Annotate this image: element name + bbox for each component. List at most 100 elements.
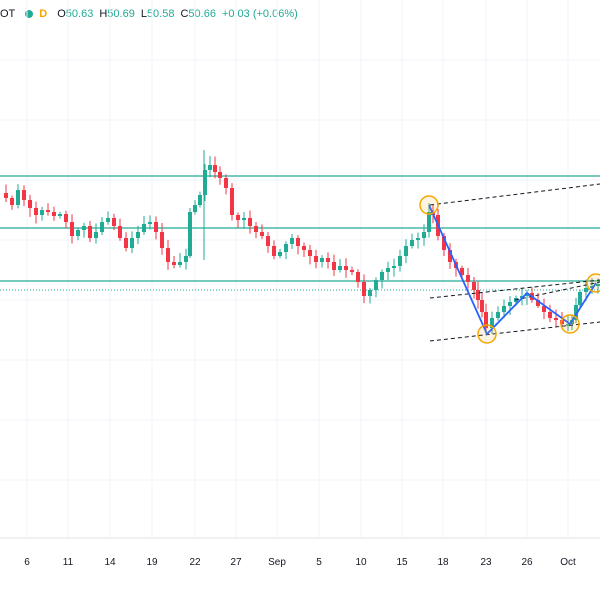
change-value: +0.03 (+0.06%) <box>221 8 298 20</box>
low-value: 50.58 <box>146 8 175 20</box>
candle-body <box>118 226 122 238</box>
candle-body <box>302 246 306 250</box>
candle-body <box>326 258 330 262</box>
candle-body <box>350 270 354 272</box>
candle-body <box>10 198 14 205</box>
channel-dashed-line <box>429 321 600 342</box>
candle-body <box>218 172 222 178</box>
candle-body <box>332 262 336 270</box>
candle-body <box>290 238 294 244</box>
candle-body <box>422 232 426 238</box>
x-tick-label: Sep <box>268 557 286 568</box>
candle-body <box>154 222 158 232</box>
candle-body <box>496 312 500 318</box>
candle-body <box>178 262 182 265</box>
candle-body <box>242 218 246 220</box>
x-tick-label: 14 <box>104 557 116 568</box>
candle-body <box>130 238 134 248</box>
candle-body <box>58 214 62 216</box>
candle-body <box>166 248 170 262</box>
candle-body <box>374 280 378 290</box>
candle-body <box>404 246 408 256</box>
candle-body <box>584 288 588 292</box>
x-tick-label: 19 <box>146 557 158 568</box>
candle-body <box>314 256 318 262</box>
candle-body <box>386 268 390 272</box>
channel-dashed-line <box>429 279 600 299</box>
candle-body <box>460 268 464 275</box>
candle-body <box>308 250 312 256</box>
candle-body <box>112 218 116 226</box>
low-key: L <box>140 8 147 20</box>
candle-body <box>416 238 420 240</box>
candle-body <box>254 226 258 232</box>
candle-body <box>248 218 252 226</box>
symbol-label: OT <box>0 8 16 20</box>
candle-body <box>40 210 44 215</box>
x-tick-label: 15 <box>396 557 408 568</box>
candle-body <box>472 282 476 290</box>
candle-body <box>278 252 282 256</box>
candle-body <box>380 272 384 280</box>
candle-body <box>213 165 217 172</box>
candle-body <box>542 306 546 312</box>
candle-body <box>560 320 564 324</box>
candle-body <box>224 178 228 188</box>
x-tick-label: 10 <box>355 557 367 568</box>
candle-body <box>362 282 366 296</box>
candle-body <box>484 312 488 328</box>
candle-body <box>284 244 288 252</box>
x-tick-label: 23 <box>480 557 492 568</box>
candle-body <box>338 266 342 270</box>
candle-body <box>230 188 234 215</box>
x-tick-label: 27 <box>230 557 242 568</box>
x-tick-label: 22 <box>189 557 201 568</box>
pivot-circle-marker <box>560 314 580 334</box>
candle-body <box>398 256 402 266</box>
candle-body <box>188 212 192 256</box>
candle-body <box>82 226 86 230</box>
candle-body <box>578 292 582 305</box>
candle-body <box>260 232 264 236</box>
candle-body <box>490 318 494 328</box>
candle-body <box>142 224 146 232</box>
candle-body <box>124 238 128 248</box>
x-tick-label: 26 <box>521 557 533 568</box>
candle-body <box>193 205 197 212</box>
candle-body <box>502 306 506 312</box>
candle-body <box>590 286 594 288</box>
candle-body <box>160 232 164 248</box>
candle-body <box>356 272 360 282</box>
candle-body <box>52 212 56 216</box>
candle-body <box>508 302 512 306</box>
x-tick-label: Oct <box>560 557 576 568</box>
candle-body <box>466 275 470 282</box>
open-key: O <box>57 8 66 20</box>
zigzag-pattern-line <box>428 204 597 336</box>
pivot-circle-marker <box>419 195 439 215</box>
candle-body <box>203 170 207 195</box>
candle-body <box>4 193 8 198</box>
close-key: C <box>180 8 189 20</box>
channel-dashed-line <box>429 183 600 206</box>
candle-body <box>368 290 372 296</box>
candle-body <box>554 318 558 320</box>
candle-body <box>476 290 480 300</box>
timeframe-label[interactable]: D <box>39 8 48 20</box>
candle-body <box>410 240 414 246</box>
candle-body <box>548 312 552 318</box>
candle-body <box>34 208 38 215</box>
x-tick-label: 11 <box>63 557 74 568</box>
candle-body <box>136 232 140 238</box>
candle-body <box>296 238 300 246</box>
candle-body <box>172 262 176 265</box>
candle-body <box>344 266 348 270</box>
x-tick-label: 18 <box>437 557 449 568</box>
candle-body <box>148 222 152 224</box>
candle-body <box>22 190 26 200</box>
candle-body <box>106 218 110 222</box>
status-dot-icon <box>25 10 34 18</box>
x-tick-label: 6 <box>24 557 30 568</box>
